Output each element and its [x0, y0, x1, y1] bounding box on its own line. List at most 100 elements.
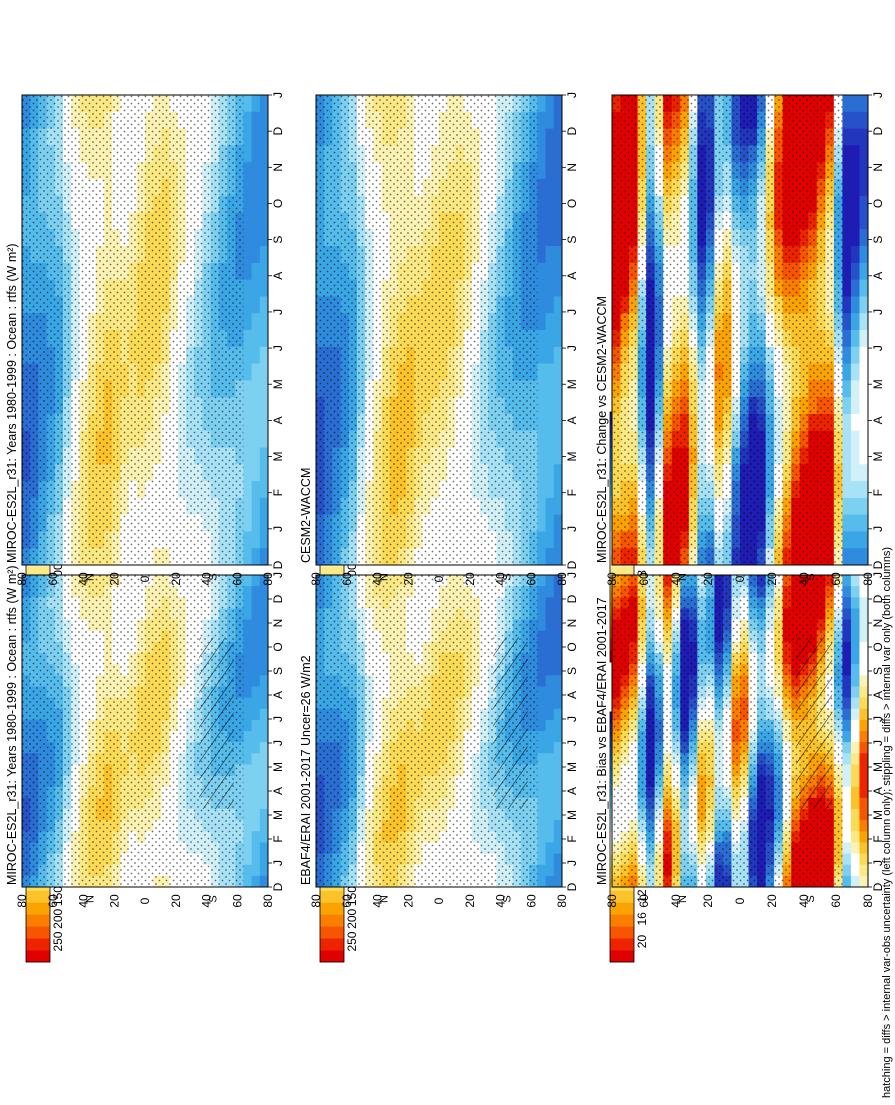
hemisphere-label-south: S — [501, 573, 513, 580]
heatmap-cell — [859, 641, 869, 654]
heatmap-cell — [259, 608, 269, 620]
heatmap-cell — [243, 708, 252, 721]
heatmap-cell — [553, 95, 563, 113]
heatmap-cell — [850, 641, 860, 654]
heatmap-cell — [251, 586, 261, 598]
x-tick-label: N — [565, 619, 579, 628]
heatmap-cell — [251, 753, 261, 765]
heatmap-cell — [243, 330, 252, 348]
heatmap-cell — [545, 128, 555, 146]
heatmap-cell — [259, 145, 269, 163]
heatmap-cell — [259, 753, 269, 765]
heatmap-cell — [243, 664, 252, 676]
y-tick-label: 80 — [555, 572, 569, 586]
heatmap-cell — [553, 686, 563, 698]
heatmap-cell — [545, 608, 555, 620]
heatmap-cell — [842, 212, 852, 230]
heatmap-cell — [553, 178, 563, 197]
heatmap-cell — [850, 686, 860, 698]
heatmap-cell — [553, 313, 563, 331]
heatmap-cell — [553, 145, 563, 163]
y-tick-label: 40 — [494, 572, 508, 586]
heatmap-cell — [553, 430, 563, 448]
heatmap-cell — [842, 775, 852, 788]
heatmap-cell — [850, 731, 860, 743]
heatmap-cell — [553, 753, 563, 765]
heatmap-cell — [537, 786, 546, 799]
hemisphere-label-north: N — [84, 895, 96, 903]
heatmap-cell — [251, 608, 261, 620]
colorbar-tick-label: 250 — [51, 931, 65, 951]
heatmap-cell — [259, 619, 269, 632]
heatmap-cell — [545, 111, 555, 129]
heatmap-cell — [545, 708, 555, 721]
y-tick-label: 60 — [829, 894, 843, 908]
heatmap-cell — [553, 296, 563, 314]
heatmap-cell — [537, 675, 546, 687]
heatmap-cell — [553, 111, 563, 129]
heatmap-cell — [537, 497, 546, 516]
y-tick-label: 80 — [605, 894, 619, 908]
heatmap-cell — [537, 597, 546, 609]
heatmap-cell — [859, 95, 869, 113]
x-tick-label: M — [271, 379, 285, 389]
y-tick-label: 40 — [371, 894, 385, 908]
heatmap-cell — [545, 229, 555, 247]
colorbar-tick-label: 250 — [345, 931, 359, 951]
heatmap-cell — [842, 229, 852, 247]
heatmap-cell — [251, 641, 261, 654]
panel-title: MIROC-ES2L_r31: Bias vs EBAF4/ERAI 2001-… — [595, 597, 609, 885]
y-tick-label: 20 — [463, 572, 477, 586]
heatmap-cell — [842, 708, 852, 721]
heatmap-cell — [243, 178, 252, 197]
x-tick-label: O — [565, 199, 579, 208]
heatmap-cell — [545, 831, 555, 843]
heatmap-cell — [545, 619, 555, 632]
heatmap-cell — [545, 764, 555, 776]
heatmap-cell — [859, 128, 869, 146]
heatmap-cell — [243, 653, 252, 665]
heatmap-cell — [545, 575, 555, 587]
heatmap-cell — [553, 608, 563, 620]
heatmap-cell — [537, 820, 546, 832]
colorbar-swatch — [26, 950, 50, 963]
heatmap-cell — [259, 447, 269, 465]
stippling-overlay — [316, 95, 538, 565]
panel-title: CESM2-WACCM — [299, 468, 313, 563]
heatmap-cell — [850, 675, 860, 687]
x-tick-label: M — [871, 810, 885, 820]
heatmap-cell — [850, 296, 860, 314]
heatmap-cell — [842, 597, 852, 609]
heatmap-cell — [537, 686, 546, 698]
x-tick-label: A — [565, 691, 579, 699]
heatmap-cell — [251, 875, 261, 888]
heatmap-cell — [850, 162, 860, 180]
heatmap-cell — [545, 464, 555, 482]
heatmap-cell — [545, 775, 555, 788]
heatmap-cell — [553, 380, 563, 398]
heatmap-cell — [259, 731, 269, 743]
heatmap-cell — [850, 178, 860, 197]
heatmap-cell — [842, 875, 852, 888]
heatmap-cell — [545, 95, 555, 113]
y-tick-label: 0 — [432, 897, 446, 904]
heatmap-cell — [259, 330, 269, 348]
colorbar-tick-label: 200 — [345, 908, 359, 928]
heatmap-cell — [545, 675, 555, 687]
heatmap-cell — [859, 764, 869, 776]
heatmap-cell — [553, 195, 563, 213]
heatmap-cell — [243, 864, 252, 877]
heatmap-cell — [842, 195, 852, 213]
heatmap-cell — [545, 597, 555, 609]
colorbar-swatch — [320, 914, 344, 927]
heatmap-cell — [859, 586, 869, 598]
heatmap-cell — [251, 430, 261, 448]
x-tick-label: A — [565, 416, 579, 424]
heatmap-cell — [251, 162, 261, 180]
x-tick-label: J — [271, 740, 285, 746]
heatmap-cell — [537, 797, 546, 810]
heatmap-cell — [259, 430, 269, 448]
heatmap-cell — [243, 742, 252, 754]
y-tick-label: 40 — [200, 894, 214, 908]
heatmap-cell — [859, 145, 869, 163]
